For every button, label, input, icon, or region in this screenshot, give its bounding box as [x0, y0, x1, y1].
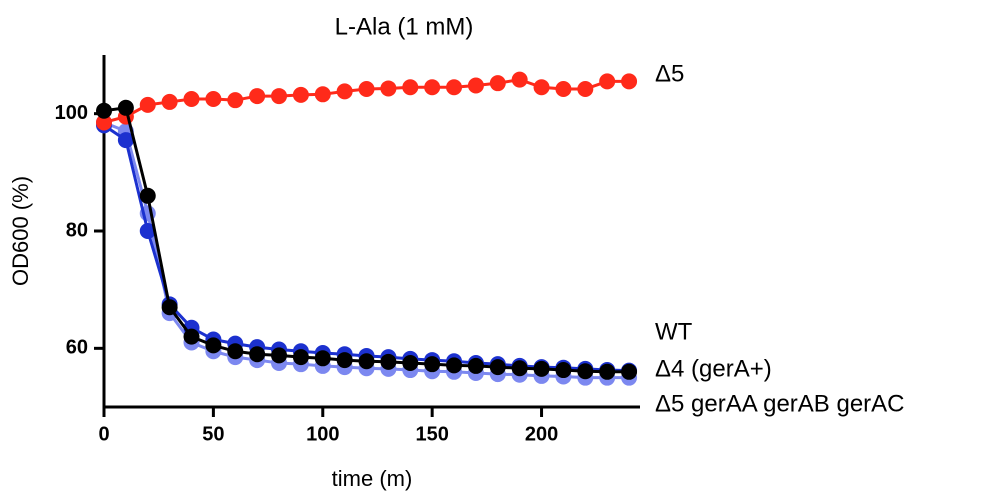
data-point — [117, 132, 134, 149]
data-point — [577, 81, 594, 98]
x-tick-label: 0 — [98, 423, 109, 445]
series-label: Δ4 (gerA+) — [655, 355, 772, 382]
data-point — [533, 79, 550, 96]
data-point — [424, 79, 441, 96]
data-point — [314, 86, 331, 103]
data-point — [292, 349, 309, 366]
x-tick-label: 50 — [202, 423, 224, 445]
data-point — [314, 350, 331, 367]
data-point — [96, 102, 112, 119]
data-point — [577, 363, 594, 380]
data-point — [271, 88, 288, 105]
y-axis-label: OD600 (%) — [8, 176, 33, 286]
series-line — [103, 124, 630, 373]
data-point — [183, 91, 200, 107]
data-point — [139, 96, 156, 113]
data-point — [533, 360, 550, 377]
series-label: Δ5 gerAA gerAB gerAC — [655, 390, 905, 417]
data-point — [555, 362, 572, 379]
series-label: Δ5 — [655, 60, 684, 87]
x-tick-label: 100 — [306, 423, 339, 445]
data-point — [380, 353, 397, 370]
series-label: WT — [655, 318, 693, 345]
data-point — [249, 88, 266, 105]
data-point — [96, 114, 112, 131]
data-point — [467, 357, 484, 374]
data-point — [467, 77, 484, 94]
data-point — [161, 299, 178, 316]
data-point — [227, 92, 244, 109]
data-point — [599, 363, 616, 380]
data-point — [424, 356, 441, 373]
y-tick-label: 100 — [55, 102, 88, 124]
data-point — [205, 337, 222, 354]
x-axis-label: time (m) — [332, 466, 413, 491]
data-point — [380, 80, 397, 97]
data-point — [139, 223, 156, 239]
y-tick-label: 80 — [66, 219, 88, 241]
data-point — [402, 355, 419, 371]
data-point — [358, 353, 375, 370]
data-point — [227, 343, 244, 360]
data-point — [511, 360, 528, 377]
data-point — [292, 86, 309, 103]
data-point — [489, 359, 506, 376]
data-point — [446, 357, 463, 374]
data-point — [183, 328, 200, 345]
data-point — [402, 79, 419, 96]
data-point — [161, 93, 178, 110]
chart-title: L-Ala (1 mM) — [335, 13, 474, 40]
y-tick-label: 60 — [66, 337, 88, 359]
data-point — [599, 73, 616, 90]
data-point — [489, 75, 506, 92]
data-point — [205, 91, 222, 107]
x-tick-label: 200 — [525, 423, 558, 445]
data-point — [249, 346, 266, 363]
data-point — [139, 187, 156, 204]
data-point — [511, 71, 528, 88]
data-point — [117, 99, 134, 116]
data-point — [621, 73, 638, 90]
x-tick-label: 150 — [415, 423, 448, 445]
data-point — [358, 81, 375, 98]
data-point — [336, 83, 353, 100]
data-point — [446, 79, 463, 96]
data-point — [336, 352, 353, 369]
series-line — [103, 121, 630, 380]
data-point — [271, 347, 288, 364]
data-point — [555, 81, 572, 98]
data-point — [621, 363, 638, 380]
